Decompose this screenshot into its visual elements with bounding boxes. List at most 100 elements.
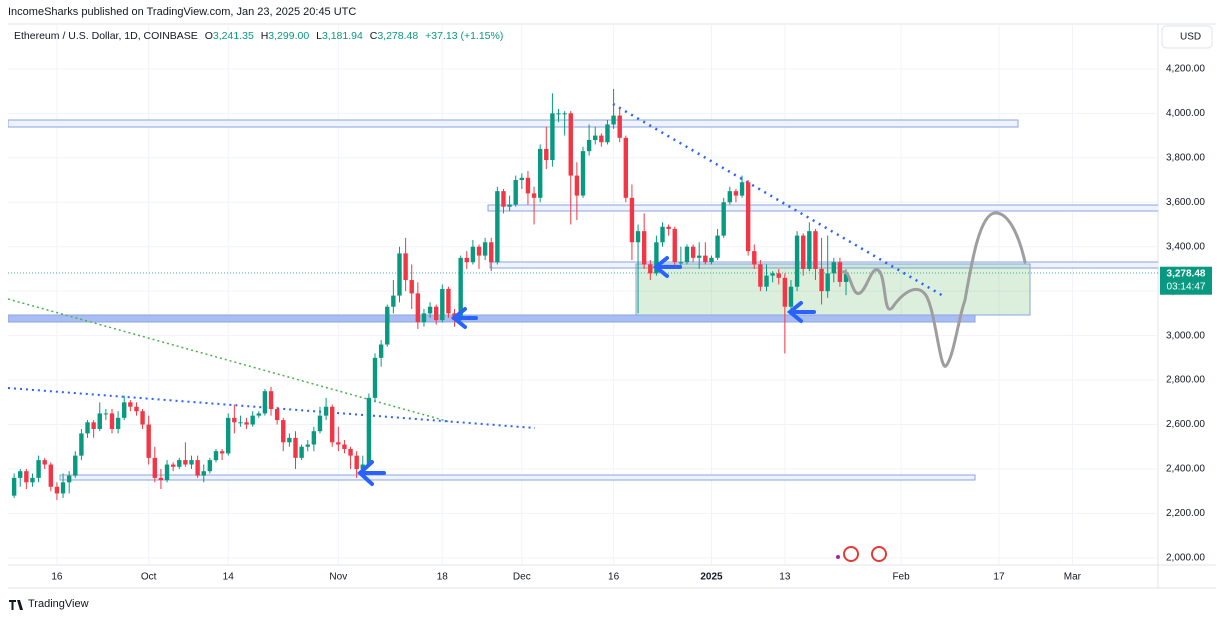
candle-body	[568, 113, 573, 176]
brand: TradingView	[28, 598, 89, 610]
zone	[8, 119, 1019, 128]
candle-body	[79, 433, 84, 456]
candle-body	[115, 417, 121, 429]
candle-body	[262, 391, 268, 414]
candle-body	[807, 231, 812, 269]
candle-body	[605, 124, 610, 143]
candle-body	[299, 446, 304, 458]
x-tick-label: Nov	[329, 572, 347, 583]
legend-value: 3,241.35	[213, 30, 254, 42]
candle-body	[122, 402, 127, 418]
projection	[841, 211, 1027, 368]
event-icon[interactable]	[871, 546, 887, 562]
candle-body	[697, 255, 702, 258]
candle-body	[232, 417, 237, 423]
candle-body	[580, 151, 586, 196]
candle-body	[164, 464, 170, 481]
candle-body	[440, 288, 445, 321]
last-price-tag: 3,278.48 03:14:47	[1160, 266, 1212, 295]
candle-body	[537, 148, 543, 198]
candle-body	[103, 413, 109, 415]
x-tick-label: Dec	[513, 572, 531, 583]
candle-body	[268, 391, 274, 409]
candle-body	[317, 415, 323, 432]
candle-body	[482, 242, 488, 256]
candle-body	[54, 486, 60, 494]
zone	[59, 474, 976, 481]
candle-body	[752, 251, 757, 265]
candle-body	[170, 464, 176, 467]
candle-body	[550, 113, 555, 161]
candle-body	[586, 140, 592, 152]
candle-body	[256, 413, 261, 416]
zone	[8, 314, 976, 323]
candle-body	[654, 242, 659, 274]
x-tick-label: 18	[437, 572, 449, 583]
y-tick-label: 4,200.00	[1166, 64, 1205, 75]
candle-body	[293, 437, 298, 458]
y-tick-label: 2,800.00	[1166, 375, 1205, 386]
candle-body	[458, 257, 463, 321]
candle-body	[18, 471, 23, 478]
candle-body	[213, 451, 219, 461]
candle-body	[617, 115, 622, 138]
y-tick-label: 3,800.00	[1166, 152, 1205, 163]
candle-body	[287, 437, 292, 443]
candle-body	[409, 280, 414, 294]
candle-body	[703, 255, 708, 263]
candle-body	[666, 226, 671, 229]
candle-body	[281, 420, 286, 443]
candle-body	[709, 257, 714, 263]
candle-body	[60, 482, 66, 494]
candle-body	[397, 253, 402, 296]
candle-body	[348, 448, 353, 456]
legend: Ethereum / U.S. Dollar, 1D, COINBASE O3,…	[14, 30, 503, 42]
candle-body	[360, 464, 365, 469]
x-tick-label: 17	[993, 572, 1005, 583]
candle-body	[776, 273, 781, 278]
countdown: 03:14:47	[1167, 281, 1206, 292]
candle-body	[525, 177, 531, 194]
event-icon[interactable]	[843, 546, 859, 562]
candle-body	[226, 417, 231, 454]
currency-button[interactable]	[1161, 25, 1213, 49]
candle-body	[433, 306, 439, 321]
candle-body	[489, 242, 494, 263]
x-tick-label: 16	[51, 572, 63, 583]
candle-body	[378, 344, 384, 358]
drawings	[8, 102, 1158, 481]
candle-body	[770, 273, 775, 276]
candle-body	[421, 313, 427, 323]
legend-key: L	[316, 30, 322, 42]
y-tick-label: 3,600.00	[1166, 197, 1205, 208]
arrow	[786, 301, 816, 323]
y-tick-label: 2,000.00	[1166, 553, 1205, 564]
candle-body	[794, 235, 800, 287]
candle-body	[562, 113, 567, 115]
candle-body	[788, 286, 794, 307]
currency[interactable]: USD	[1180, 32, 1201, 43]
candle-body	[782, 277, 788, 307]
candle-body	[843, 273, 849, 282]
candle-body	[837, 262, 843, 282]
candle-body	[109, 413, 115, 429]
logo	[9, 600, 23, 610]
candle-body	[531, 193, 537, 198]
candle-body	[629, 197, 635, 243]
candle-body	[177, 460, 182, 467]
drawings-front	[357, 211, 1027, 562]
candle-body	[85, 422, 90, 434]
y-tick-label: 4,000.00	[1166, 108, 1205, 119]
candle-body	[336, 442, 341, 445]
candle-body	[556, 113, 561, 115]
candle-body	[66, 475, 72, 483]
event-icon[interactable]	[836, 555, 840, 559]
candle-body	[513, 180, 518, 205]
candle-body	[219, 451, 225, 454]
candle-body	[801, 235, 806, 269]
candle-body	[415, 293, 421, 323]
candle-body	[611, 115, 616, 125]
candle-body	[672, 228, 677, 263]
x-tick-label: Feb	[892, 572, 910, 583]
